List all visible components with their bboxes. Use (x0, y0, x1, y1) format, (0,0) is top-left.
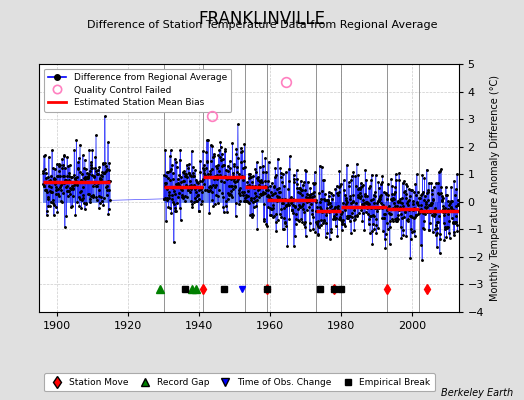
Legend: Station Move, Record Gap, Time of Obs. Change, Empirical Break: Station Move, Record Gap, Time of Obs. C… (44, 374, 435, 392)
Legend: Difference from Regional Average, Quality Control Failed, Estimated Station Mean: Difference from Regional Average, Qualit… (44, 68, 232, 112)
Text: FRANKLINVILLE: FRANKLINVILLE (199, 10, 325, 28)
Text: Difference of Station Temperature Data from Regional Average: Difference of Station Temperature Data f… (87, 20, 437, 30)
Y-axis label: Monthly Temperature Anomaly Difference (°C): Monthly Temperature Anomaly Difference (… (489, 75, 499, 301)
Text: Berkeley Earth: Berkeley Earth (441, 388, 514, 398)
